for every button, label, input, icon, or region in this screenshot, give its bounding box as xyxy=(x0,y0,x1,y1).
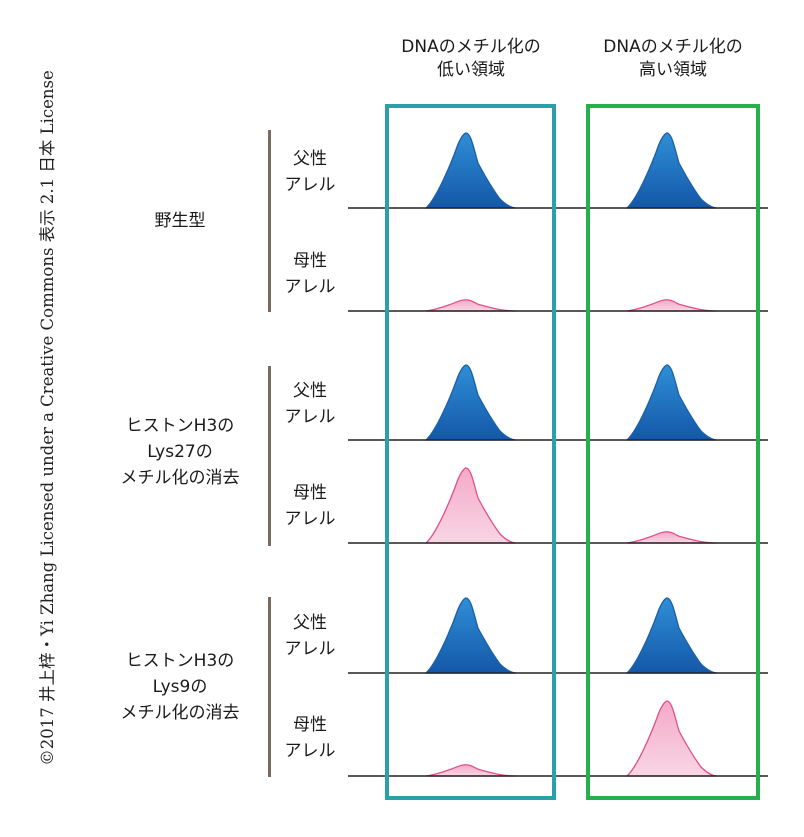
allele-label-line: アレル xyxy=(284,277,336,297)
allele-label-line: 父性 xyxy=(293,613,327,633)
maternal-allele-peak-low-region xyxy=(425,299,517,312)
allele-label-line: 母性 xyxy=(293,483,327,503)
column-header-line: 低い領域 xyxy=(437,60,505,80)
group-label-line: Lys9の xyxy=(152,677,208,697)
group-label-line: 野生型 xyxy=(154,211,206,231)
allele-label-line: 父性 xyxy=(293,149,327,169)
paternal-allele-peak-high-region xyxy=(625,597,718,674)
group-bracket xyxy=(268,597,271,777)
allele-label-line: 母性 xyxy=(293,715,327,735)
allele-label-line: アレル xyxy=(284,175,336,195)
maternal-allele-peak-high-region xyxy=(626,531,718,544)
group-label-line: Lys27の xyxy=(147,442,213,462)
allele-label-line: アレル xyxy=(284,407,336,427)
column-header-line: 高い領域 xyxy=(639,60,707,80)
group-bracket xyxy=(268,130,271,312)
maternal-allele-peak-high-region xyxy=(626,299,718,312)
paternal-allele-peak-low-region xyxy=(424,132,517,209)
allele-label-maternal: 母性 アレル xyxy=(280,480,340,532)
paternal-allele-peak-high-region xyxy=(625,132,718,209)
allele-label-maternal: 母性 アレル xyxy=(280,712,340,764)
column-header-high-methylation: DNAのメチル化の 高い領域 xyxy=(573,36,773,82)
maternal-allele-peak-high-region xyxy=(625,700,718,777)
maternal-allele-peak-low-region xyxy=(424,467,517,544)
paternal-allele-peak-low-region xyxy=(424,597,517,674)
column-header-line: DNAのメチル化の xyxy=(603,37,743,57)
allele-label-paternal: 父性 アレル xyxy=(280,610,340,662)
allele-label-maternal: 母性 アレル xyxy=(280,248,340,300)
group-label-line: メチル化の消去 xyxy=(120,703,240,723)
group-label-line: ヒストンH3の xyxy=(125,416,235,436)
allele-label-paternal: 父性 アレル xyxy=(280,146,340,198)
low-methylation-region-box xyxy=(385,104,556,800)
group-label-h3k9: ヒストンH3の Lys9の メチル化の消去 xyxy=(100,648,260,726)
group-label-line: ヒストンH3の xyxy=(125,651,235,671)
high-methylation-region-box xyxy=(586,104,760,800)
maternal-allele-peak-low-region xyxy=(425,764,517,777)
paternal-allele-peak-low-region xyxy=(424,364,517,441)
allele-label-line: 母性 xyxy=(293,251,327,271)
column-header-line: DNAのメチル化の xyxy=(401,37,541,57)
allele-label-line: アレル xyxy=(284,639,336,659)
group-label-line: メチル化の消去 xyxy=(120,468,240,488)
allele-label-line: 父性 xyxy=(293,381,327,401)
allele-label-paternal: 父性 アレル xyxy=(280,378,340,430)
paternal-allele-peak-high-region xyxy=(625,364,718,441)
group-label-h3k27: ヒストンH3の Lys27の メチル化の消去 xyxy=(100,413,260,491)
group-label-wild-type: 野生型 xyxy=(100,208,260,234)
column-header-low-methylation: DNAのメチル化の 低い領域 xyxy=(371,36,571,82)
allele-label-line: アレル xyxy=(284,509,336,529)
group-bracket xyxy=(268,366,271,546)
allele-label-line: アレル xyxy=(284,741,336,761)
